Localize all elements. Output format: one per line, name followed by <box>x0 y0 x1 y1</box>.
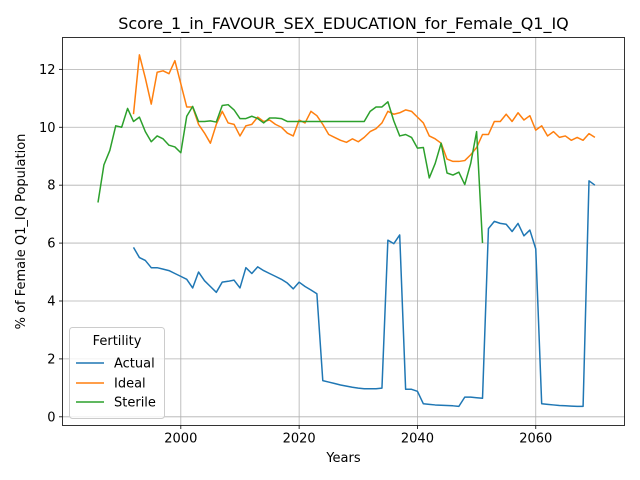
axis-ticks: 2000 2020 2040 2060 0 2 4 6 8 10 12 <box>39 63 552 447</box>
legend-label-sterile: Sterile <box>114 396 156 411</box>
grid <box>62 37 625 426</box>
x-tick-label: 2020 <box>283 432 316 447</box>
x-tick-label: 2060 <box>519 432 552 447</box>
legend-label-ideal: Ideal <box>114 377 146 392</box>
series-line-ideal <box>132 54 596 163</box>
y-tick-label: 4 <box>47 294 55 309</box>
x-tick-label: 2000 <box>164 432 197 447</box>
y-tick-label: 8 <box>47 179 55 194</box>
x-axis-title: Years <box>325 451 361 466</box>
legend: Fertility Actual Ideal Sterile <box>69 327 165 419</box>
y-axis-title: % of Female Q1_IQ Population <box>14 134 29 330</box>
chart-title: Score_1_in_FAVOUR_SEX_EDUCATION_for_Fema… <box>118 14 569 34</box>
legend-label-actual: Actual <box>114 357 155 372</box>
legend-title: Fertility <box>93 334 142 349</box>
y-tick-label: 2 <box>47 352 55 367</box>
y-tick-label: 10 <box>39 121 56 136</box>
x-tick-label: 2040 <box>401 432 434 447</box>
y-tick-label: 12 <box>39 63 56 78</box>
legend-box <box>69 327 165 419</box>
y-tick-label: 6 <box>47 237 55 252</box>
plot-frame <box>62 37 625 426</box>
series-line-sterile <box>97 101 484 244</box>
series-lines <box>97 54 596 408</box>
y-tick-label: 0 <box>47 410 55 425</box>
series-line-actual <box>132 180 596 408</box>
